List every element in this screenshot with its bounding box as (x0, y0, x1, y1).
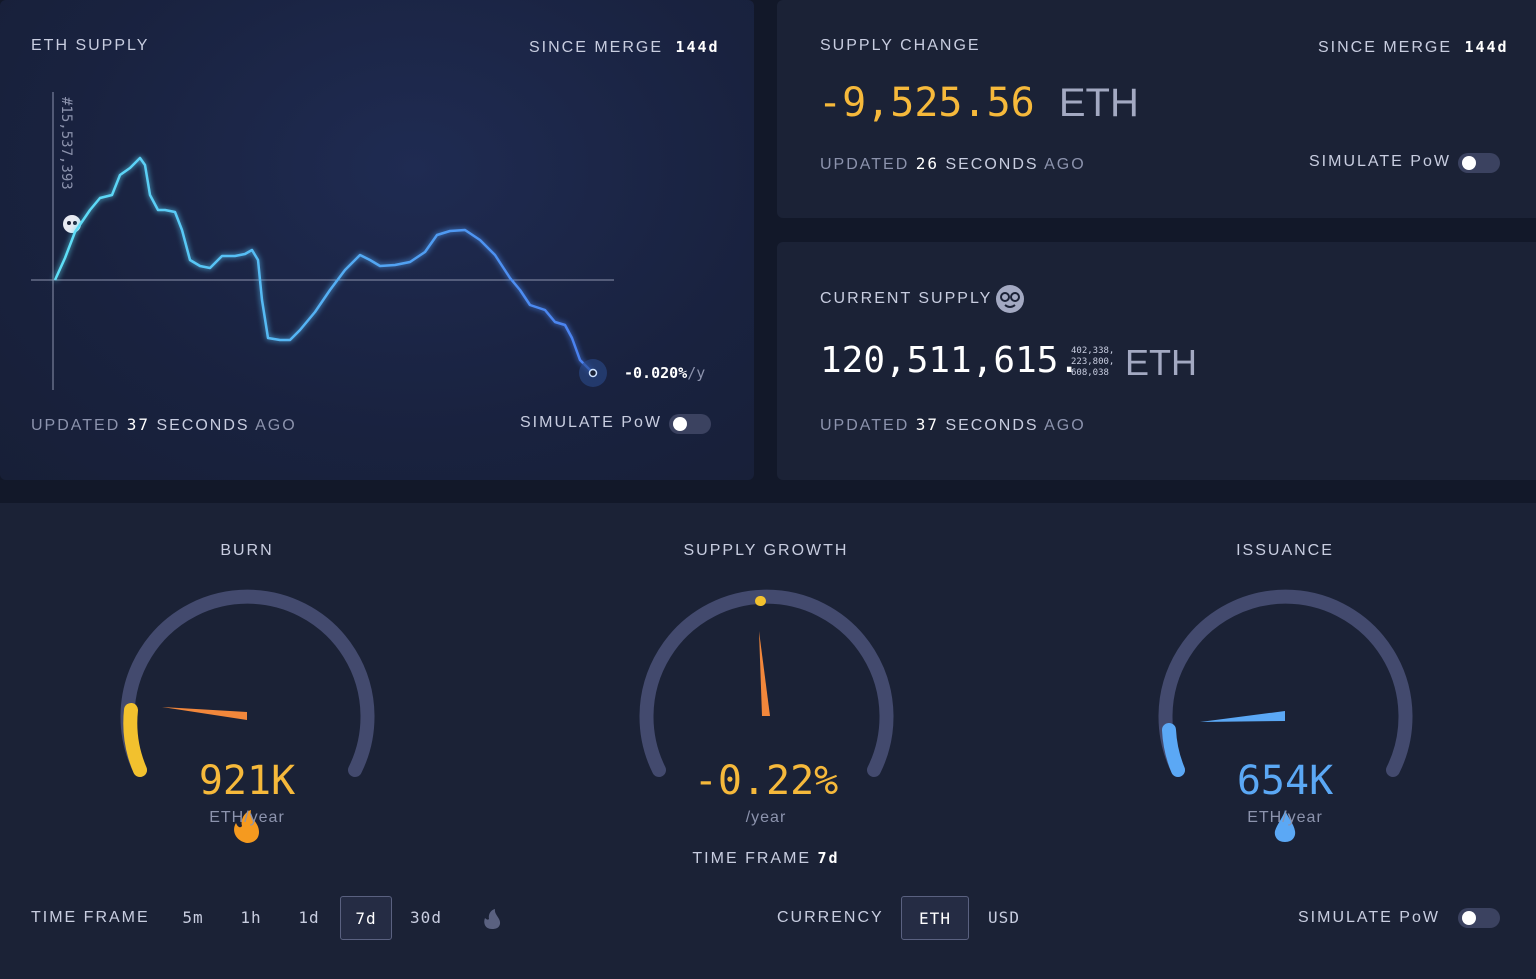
time-frame-value: 7d (817, 849, 840, 867)
eth-supply-panel (0, 0, 754, 480)
burn-toggle-icon[interactable] (481, 907, 503, 931)
gauge-time-frame: TIME FRAME 7d (519, 849, 1013, 868)
updated: UPDATED 37 SECONDS AGO (820, 415, 1086, 435)
updated-value: 37 (126, 415, 150, 434)
time-frame-label: TIME FRAME (31, 909, 150, 926)
unit: ETH (1125, 342, 1197, 383)
gauge-track (1158, 589, 1413, 777)
end-marker (588, 368, 598, 378)
simulate-label: SIMULATE PoW (1298, 909, 1440, 926)
option-button[interactable]: USD (988, 908, 1020, 927)
gauge-track (639, 589, 894, 777)
option-button[interactable]: 1d (298, 908, 320, 927)
supply-chart: #15,537,393 (31, 92, 614, 390)
gauge-needle (1200, 711, 1285, 722)
decimal-line: 608,038 (1071, 368, 1109, 378)
updated-suffix: AGO (1044, 417, 1086, 434)
currency-label: CURRENCY (777, 909, 884, 926)
gauge-unit: ETH/year (1247, 809, 1323, 826)
updated-suffix: AGO (1044, 156, 1086, 173)
option-button[interactable]: 5m (182, 908, 204, 927)
supply-change-panel (777, 0, 1536, 218)
gauge-fill (1162, 723, 1185, 777)
since-label: SINCE MERGE 144d (529, 38, 720, 57)
unit: ETH (1058, 81, 1139, 125)
decimal-line: 402,338, (1071, 346, 1115, 356)
gauge-title: BURN (220, 542, 274, 559)
simulate-label: SIMULATE PoW (1309, 153, 1451, 170)
simulate-toggle[interactable] (1458, 153, 1500, 173)
gauge-fill (123, 703, 147, 777)
burn-gauge (120, 589, 375, 777)
decimals: 402,338, 223,800, 608,038 (1071, 346, 1114, 379)
updated-suffix: AGO (255, 417, 297, 434)
simulate-label: SIMULATE PoW (520, 414, 662, 431)
nerd-icon (996, 285, 1024, 313)
updated-prefix: UPDATED (820, 156, 910, 173)
simulate-toggle[interactable] (669, 414, 711, 434)
gauge-needle (759, 631, 770, 716)
gauge-needle (162, 707, 247, 720)
updated-prefix: UPDATED (31, 417, 121, 434)
fire-icon (234, 810, 259, 843)
option-button[interactable]: 7d (340, 896, 392, 940)
supply-line (53, 156, 594, 374)
current-supply-panel (777, 242, 1536, 480)
current-supply-value: 120,511,615. (820, 340, 1081, 381)
updated-prefix: UPDATED (820, 417, 910, 434)
panel-title: SUPPLY CHANGE (820, 37, 981, 54)
block-label: #15,537,393 (58, 97, 74, 190)
since-label: SINCE MERGE 144d (1318, 38, 1509, 57)
merge-icon (63, 215, 81, 233)
updated: UPDATED 37 SECONDS AGO (31, 415, 297, 435)
gauges (120, 589, 1413, 843)
rate-unit: /y (687, 364, 706, 382)
gauge-track (120, 589, 375, 777)
issuance-gauge (1158, 589, 1413, 777)
gauge-value: -0.22% (693, 758, 839, 804)
growth-gauge (639, 589, 894, 777)
supply-change-value: -9,525.56 ETH (818, 80, 1139, 126)
gauge-title: ISSUANCE (1236, 542, 1334, 559)
panel-title: CURRENT SUPPLY (820, 290, 993, 307)
updated: UPDATED 26 SECONDS AGO (820, 154, 1086, 174)
updated-unit: SECONDS (156, 417, 250, 434)
since-label-text: SINCE MERGE (1318, 39, 1453, 56)
since-label-text: SINCE MERGE (529, 39, 664, 56)
merge-icon-eye (67, 221, 71, 225)
since-value: 144d (675, 38, 720, 56)
gauges-panel (0, 503, 1536, 979)
since-value: 144d (1464, 38, 1509, 56)
updated-unit: SECONDS (945, 156, 1039, 173)
panel-title: ETH SUPPLY (31, 37, 150, 54)
rate-value: -0.020% (624, 364, 688, 382)
simulate-toggle[interactable] (1458, 908, 1500, 928)
time-frame-label: TIME FRAME (692, 850, 812, 867)
gauge-value: 654K (1236, 758, 1334, 804)
value: -9,525.56 (818, 80, 1035, 126)
rate: -0.020%/y (624, 364, 705, 382)
option-button[interactable]: ETH (901, 896, 969, 940)
decimal-line: 223,800, (1071, 357, 1115, 367)
updated-unit: SECONDS (945, 417, 1039, 434)
option-button[interactable]: 30d (410, 908, 442, 927)
drop-icon (1274, 810, 1296, 842)
updated-value: 37 (915, 415, 939, 434)
gauge-value: 921K (198, 758, 296, 804)
gauge-title: SUPPLY GROWTH (683, 542, 849, 559)
option-button[interactable]: 1h (240, 908, 262, 927)
gauge-unit: ETH/year (209, 809, 285, 826)
gauge-unit: /year (745, 809, 787, 826)
updated-value: 26 (915, 154, 939, 173)
merge-icon-eye (73, 221, 77, 225)
